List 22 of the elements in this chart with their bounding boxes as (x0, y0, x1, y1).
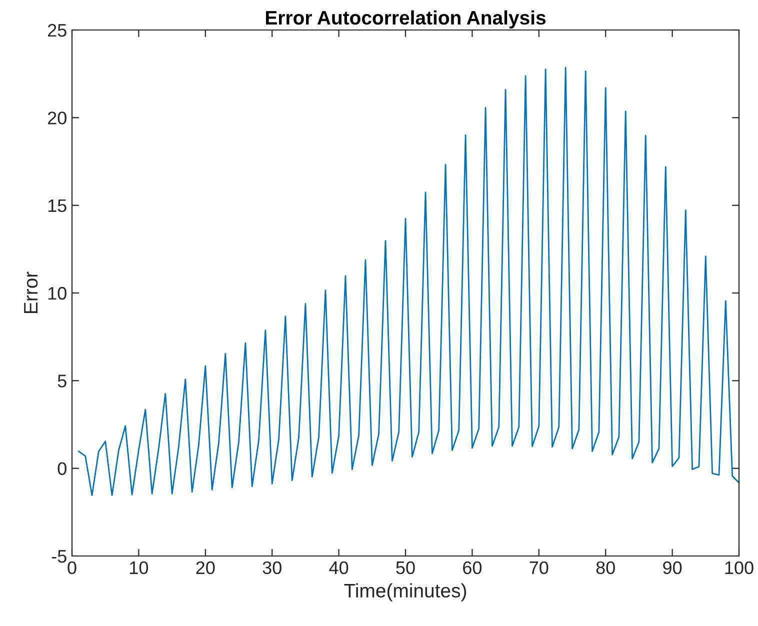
y-tick-label: -5 (52, 550, 66, 563)
x-tick-label: 10 (130, 561, 148, 574)
x-tick-label: 40 (329, 561, 348, 574)
y-tick-label: 0 (58, 462, 66, 476)
y-tick-label: 10 (48, 286, 66, 300)
line-series (78, 66, 739, 496)
x-tick-label: 70 (530, 561, 548, 574)
y-tick-label: 20 (48, 112, 66, 124)
x-tick-label: 20 (196, 561, 215, 574)
x-tick-label: 80 (596, 561, 615, 574)
x-tick-label: 100 (725, 561, 754, 574)
x-tick-label: 50 (396, 561, 415, 574)
y-tick-label: 5 (58, 374, 66, 388)
y-tick-label: 15 (48, 199, 66, 212)
x-axis-title: Time(minutes) (344, 583, 466, 602)
x-tick-label: 30 (262, 561, 282, 574)
chart-title: Error Autocorrelation Analysis (266, 10, 546, 28)
y-tick-label: 25 (48, 24, 66, 37)
y-axis-title: Error (24, 272, 38, 314)
x-tick-label: 90 (663, 561, 682, 574)
x-tick-label: 60 (463, 561, 482, 574)
x-tick-label: 0 (68, 561, 76, 574)
